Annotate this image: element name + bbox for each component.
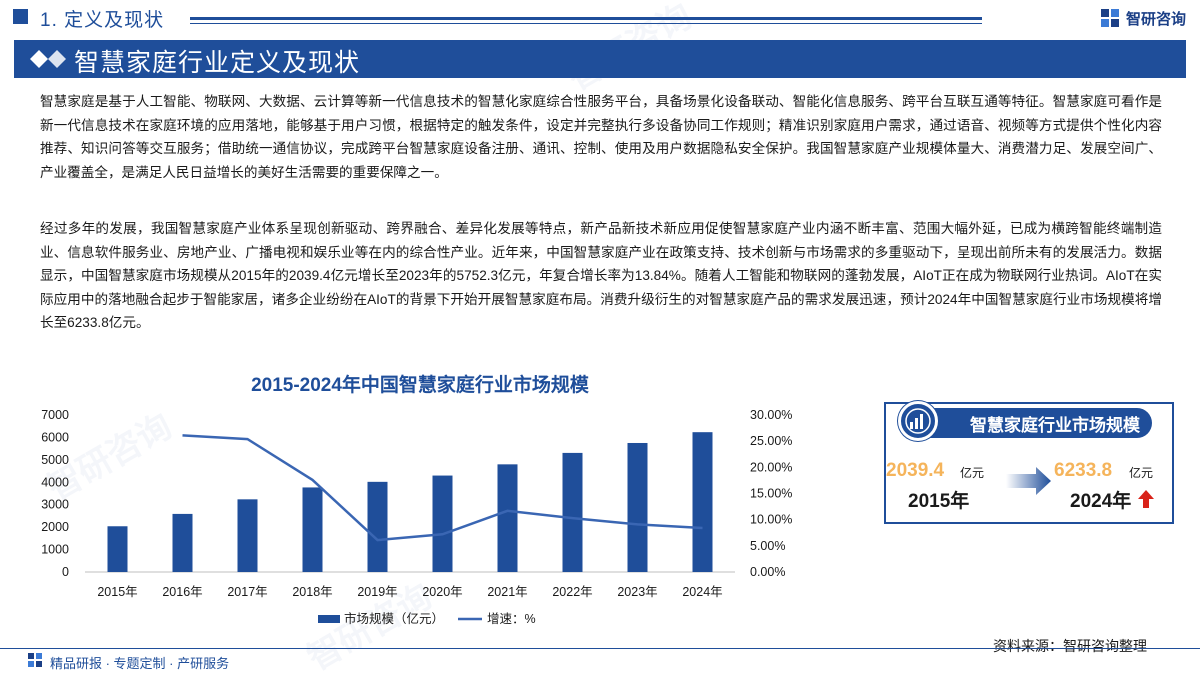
x-tick-label: 2020年 bbox=[422, 585, 462, 599]
chart-growth-icon bbox=[898, 401, 938, 441]
y-right-tick-label: 15.00% bbox=[750, 487, 792, 501]
intro-paragraph: 智慧家庭是基于人工智能、物联网、大数据、云计算等新一代信息技术的智慧化家庭综合性… bbox=[40, 94, 1162, 180]
section-marker-icon bbox=[13, 9, 28, 24]
y-right-tick-label: 0.00% bbox=[750, 565, 785, 579]
x-tick-label: 2017年 bbox=[227, 585, 267, 599]
brand-name: 智研咨询 bbox=[1125, 10, 1186, 28]
x-tick-label: 2024年 bbox=[682, 585, 722, 599]
divider bbox=[190, 23, 982, 24]
y-left-tick-label: 2000 bbox=[41, 520, 69, 534]
card-title: 智慧家庭行业市场规模 bbox=[970, 416, 1140, 435]
brand-logo: 智研咨询 bbox=[1100, 7, 1186, 29]
chart-title: 2015-2024年中国智慧家庭行业市场规模 bbox=[251, 375, 589, 396]
diamond-icon bbox=[30, 50, 66, 68]
y-left-tick-label: 5000 bbox=[41, 453, 69, 467]
bar bbox=[367, 481, 388, 572]
end-value: 6233.8 bbox=[1054, 460, 1113, 481]
x-tick-label: 2019年 bbox=[357, 585, 397, 599]
development-paragraph: 经过多年的发展，我国智慧家庭产业体系呈现创新驱动、跨界融合、差异化发展等特点，新… bbox=[40, 221, 1162, 330]
right-arrow-icon bbox=[1006, 467, 1051, 495]
legend-label: 增速：% bbox=[487, 611, 536, 626]
brand-logo-icon bbox=[1100, 9, 1119, 27]
market-size-card: 智慧家庭行业市场规模 2039.4 亿元 2015年 6233.8 亿元 202… bbox=[884, 401, 1174, 524]
bar bbox=[562, 452, 583, 572]
y-right-tick-label: 20.00% bbox=[750, 460, 792, 474]
bar bbox=[107, 526, 128, 572]
market-size-chart: 0 1000 2000 3000 4000 5000 6000 7000 0.00% 5.00% 1… bbox=[41, 408, 792, 626]
x-tick-label: 2023年 bbox=[617, 585, 657, 599]
footer-services: 精品研报 · 专题定制 · 产研服务 bbox=[50, 656, 230, 671]
footer-divider bbox=[0, 648, 1200, 649]
start-value: 2039.4 bbox=[886, 460, 945, 481]
y-left-tick-label: 7000 bbox=[41, 408, 69, 422]
y-right-tick-label: 30.00% bbox=[750, 408, 792, 422]
divider bbox=[190, 17, 982, 20]
bar bbox=[237, 499, 258, 572]
y-right-tick-label: 5.00% bbox=[750, 539, 785, 553]
growth-line bbox=[182, 434, 703, 542]
end-year: 2024年 bbox=[1070, 491, 1132, 512]
start-unit: 亿元 bbox=[960, 466, 985, 480]
section-title: 1. 定义及现状 bbox=[40, 10, 165, 31]
end-unit: 亿元 bbox=[1129, 466, 1154, 480]
bar bbox=[302, 487, 323, 572]
section-banner: 智慧家庭行业定义及现状 bbox=[14, 40, 1186, 78]
brand-logo-icon bbox=[28, 653, 42, 667]
bar bbox=[497, 464, 518, 572]
y-left-tick-label: 3000 bbox=[41, 498, 69, 512]
x-tick-label: 2021年 bbox=[487, 585, 527, 599]
banner-title: 智慧家庭行业定义及现状 bbox=[74, 49, 361, 77]
x-tick-label: 2016年 bbox=[162, 585, 202, 599]
up-arrow-icon bbox=[1138, 490, 1154, 508]
legend-bar-swatch bbox=[318, 615, 340, 623]
bar bbox=[172, 513, 193, 572]
card-header: 智慧家庭行业市场规模 bbox=[912, 408, 1152, 438]
y-right-tick-label: 25.00% bbox=[750, 434, 792, 448]
bar bbox=[432, 475, 453, 572]
bar bbox=[692, 432, 713, 572]
y-left-tick-label: 1000 bbox=[41, 543, 69, 557]
top-bar: 1. 定义及现状 智研咨询 bbox=[0, 0, 1200, 36]
x-tick-label: 2015年 bbox=[97, 585, 137, 599]
x-tick-label: 2022年 bbox=[552, 585, 592, 599]
data-source: 资料来源：智研咨询整理 bbox=[993, 638, 1147, 654]
x-tick-label: 2018年 bbox=[292, 585, 332, 599]
legend-label: 市场规模（亿元） bbox=[344, 611, 444, 626]
bar bbox=[627, 442, 648, 572]
y-left-tick-label: 4000 bbox=[41, 475, 69, 489]
y-left-tick-label: 6000 bbox=[41, 430, 69, 444]
y-left-tick-label: 0 bbox=[62, 565, 69, 579]
start-year: 2015年 bbox=[908, 491, 970, 512]
y-right-tick-label: 10.00% bbox=[750, 513, 792, 527]
